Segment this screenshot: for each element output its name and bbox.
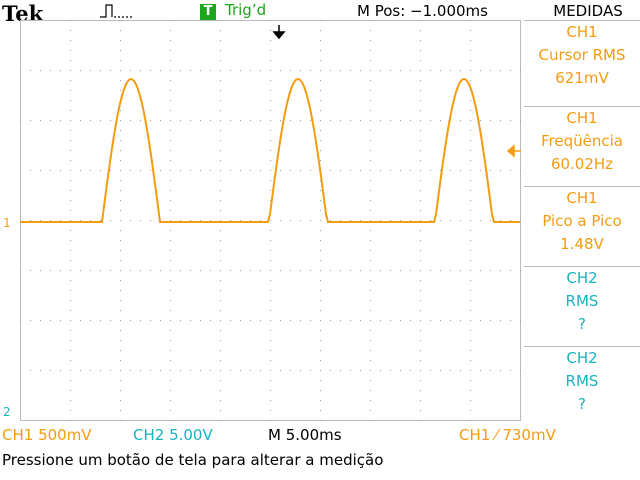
menu-item-channel: CH1 [566,189,598,207]
menu-button-5[interactable]: CH2 RMS ? [524,346,640,421]
trigger-status-badge: T [200,4,216,20]
help-message: Pressione um botão de tela para alterar … [2,451,384,469]
menu-item-type: Pico a Pico [542,212,622,230]
trigger-status-text: Trig’d [225,1,267,19]
pulse-acquire-icon [99,3,135,23]
trigger-readout: CH1 ⁄ 730mV [459,426,556,444]
menu-item-type: RMS [565,372,599,390]
menu-button-2[interactable]: CH1 Freqüência 60.02Hz [524,106,640,181]
menu-item-value: 60.02Hz [550,155,614,173]
menu-item-channel: CH2 [566,349,598,367]
menu-item-type: Cursor RMS [538,46,626,64]
menu-button-1[interactable]: CH1 Cursor RMS 621mV [524,20,640,95]
menu-item-value: 1.48V [560,235,604,253]
menu-item-value: 621mV [555,69,609,87]
menu-item-value: ? [578,315,586,333]
scope-graticule [20,20,521,421]
menu-item-value: ? [578,395,586,413]
menu-title: MEDIDAS [553,2,623,20]
menu-item-channel: CH1 [566,23,598,41]
menu-button-4[interactable]: CH2 RMS ? [524,266,640,341]
menu-button-3[interactable]: CH1 Pico a Pico 1.48V [524,186,640,261]
ch1-waveform [20,77,520,223]
timebase-readout: M 5.00ms [268,426,342,444]
ch1-ground-marker: 1 [3,216,11,230]
ch2-scale-readout: CH2 5.00V [133,426,213,444]
trigger-level-marker [506,143,521,162]
trigger-position-marker [272,24,286,43]
grid-dots [20,20,521,421]
ch2-ground-marker: 2 [3,405,11,419]
menu-item-channel: CH2 [566,269,598,287]
menu-item-type: RMS [565,292,599,310]
ch1-scale-readout: CH1 500mV [2,426,92,444]
menu-item-channel: CH1 [566,109,598,127]
main-position-readout: M Pos: −1.000ms [357,2,488,20]
menu-item-type: Freqüência [541,132,623,150]
